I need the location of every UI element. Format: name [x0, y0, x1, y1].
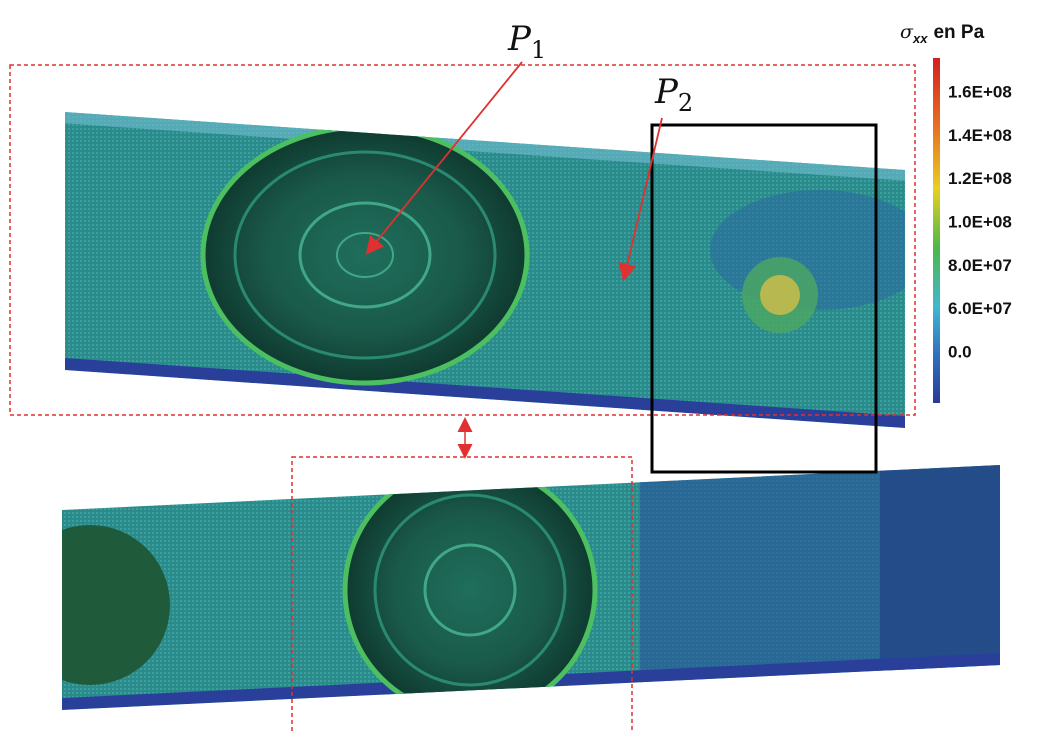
- colorbar-subscript: xx: [912, 31, 928, 46]
- colorbar-symbol: σ: [900, 21, 914, 43]
- p2-label: P2: [654, 72, 693, 117]
- colorbar-tick-label: 1.6E+08: [948, 82, 1012, 101]
- p2-letter: P: [654, 72, 679, 112]
- p1-letter: P: [507, 19, 532, 59]
- p1-label: P1: [507, 19, 546, 64]
- p2-arrow: [618, 117, 663, 282]
- colorbar-tick-label: 8.0E+07: [948, 256, 1012, 275]
- colorbar-title: σxx en Pa: [900, 21, 985, 46]
- p1-arrow: [365, 61, 523, 255]
- bottom-beam: [62, 465, 1000, 710]
- region-box: [650, 123, 878, 474]
- colorbar: [933, 58, 940, 403]
- zoom-frame-top: [9, 64, 916, 416]
- p1-index: 1: [531, 36, 546, 64]
- colorbar-tick-label: 1.0E+08: [948, 212, 1012, 231]
- colorbar-ticks: 1.6E+08 1.4E+08 1.2E+08 1.0E+08 8.0E+07 6.0E+…: [948, 82, 1012, 361]
- top-beam: [65, 112, 905, 428]
- colorbar-tick-label: 1.2E+08: [948, 169, 1012, 188]
- p2-index: 2: [678, 89, 693, 117]
- colorbar-tick-label: 0.0: [948, 342, 972, 361]
- colorbar-tick-label: 1.4E+08: [948, 126, 1012, 145]
- colorbar-tick-label: 6.0E+07: [948, 299, 1012, 318]
- colorbar-unit: en Pa: [933, 22, 984, 43]
